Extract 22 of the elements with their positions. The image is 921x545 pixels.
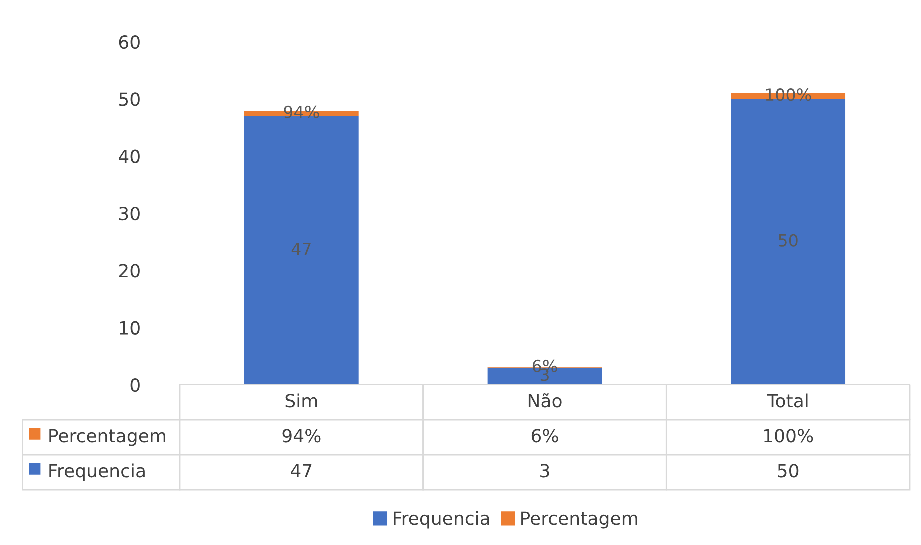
y-tick-label: 40 <box>119 150 140 164</box>
y-tick-label: 60 <box>119 35 140 50</box>
text: 47 <box>292 243 311 256</box>
text: Percentagem <box>522 512 638 529</box>
data-label: 47 <box>291 464 312 478</box>
x-tick-label: Não <box>528 393 562 408</box>
data-label: 94% <box>282 429 321 443</box>
x-tick-label: Total <box>767 394 808 408</box>
text: Frequencia <box>50 464 145 482</box>
data-label: 50 <box>778 464 799 478</box>
y-tick-label: 10 <box>120 321 140 335</box>
data-label: 6% <box>532 429 558 443</box>
y-tick-label: 50 <box>120 92 140 106</box>
x-tick-label: Sim <box>286 394 318 408</box>
legend-label: Percentagem <box>50 429 166 446</box>
data-label: 100% <box>764 429 814 443</box>
y-tick-label: 30 <box>120 206 140 221</box>
y-tick-label: 0 <box>130 378 140 392</box>
text: 50 <box>779 234 798 247</box>
y-tick-label: 20 <box>119 264 140 278</box>
data-label: 3 <box>540 464 550 478</box>
legend-label: Frequencia <box>394 511 490 529</box>
